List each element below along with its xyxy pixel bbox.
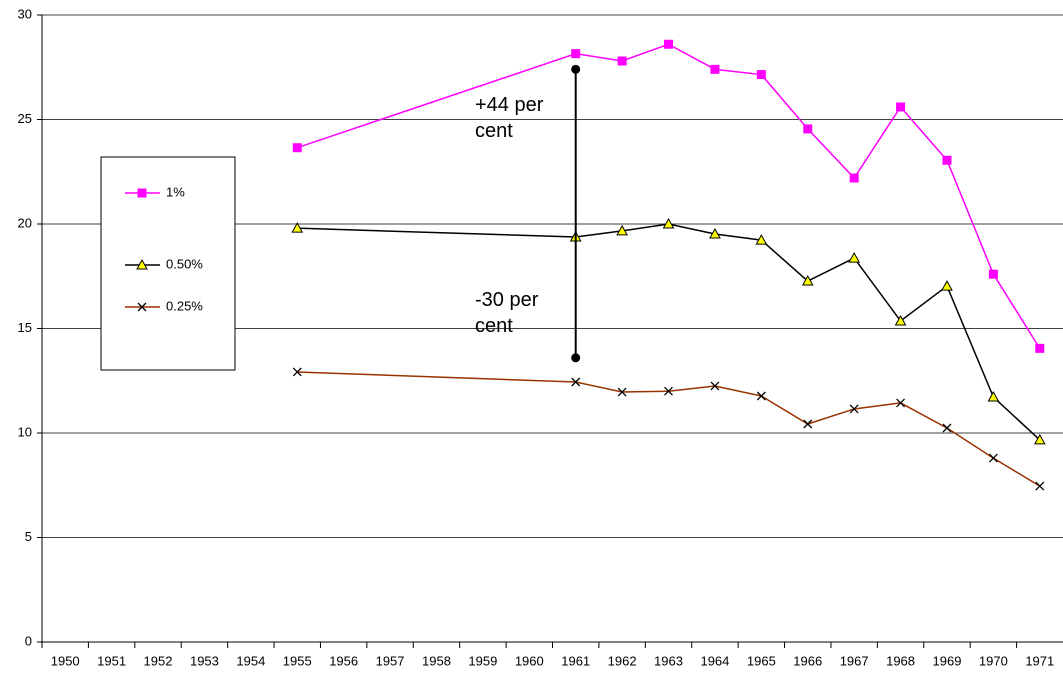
marker <box>617 56 627 66</box>
marker <box>988 269 998 279</box>
y-tick-label: 10 <box>18 424 32 439</box>
marker <box>756 70 766 80</box>
marker <box>709 228 721 239</box>
marker <box>894 314 907 326</box>
marker <box>137 302 147 312</box>
marker <box>571 377 581 387</box>
legend: 1% 0.50% 0.25% <box>100 156 236 371</box>
x-tick-label: 1963 <box>654 653 683 668</box>
series-line <box>297 43 1041 349</box>
x-tick-label: 1961 <box>561 653 590 668</box>
legend-label: 0.50% <box>166 256 203 271</box>
annotation: -30 per cent <box>475 289 539 337</box>
x-tick-label: 1954 <box>236 653 265 668</box>
x-tick-label: 1965 <box>747 653 776 668</box>
marker <box>662 217 675 229</box>
marker <box>710 381 720 391</box>
marker <box>291 222 304 233</box>
x-tick-label: 1955 <box>283 653 312 668</box>
legend-label: 0.25% <box>166 298 203 313</box>
x-tick-label: 1950 <box>51 653 80 668</box>
marker <box>616 224 628 236</box>
y-tick-label: 20 <box>18 215 32 230</box>
x-tick-label: 1960 <box>515 653 544 668</box>
marker <box>664 39 674 49</box>
y-tick-label: 5 <box>25 529 32 544</box>
marker <box>292 143 302 153</box>
marker <box>987 391 1000 402</box>
x-tick-label: 1959 <box>468 653 497 668</box>
marker <box>755 234 768 245</box>
marker <box>803 124 813 134</box>
marker <box>1033 433 1046 445</box>
x-tick-label: 1962 <box>608 653 637 668</box>
series-line <box>297 371 1041 487</box>
y-tick-label: 15 <box>18 320 32 335</box>
marker <box>801 275 814 286</box>
marker <box>941 280 953 291</box>
x-tick-label: 1964 <box>700 653 729 668</box>
marker <box>803 419 813 429</box>
x-tick-label: 1966 <box>793 653 822 668</box>
marker <box>988 453 998 463</box>
annotation-dot <box>571 353 581 363</box>
x-tick-label: 1956 <box>329 653 358 668</box>
marker <box>617 387 627 397</box>
marker <box>1035 343 1045 353</box>
marker <box>292 367 302 377</box>
x-tick-label: 1971 <box>1025 653 1054 668</box>
marker <box>942 423 952 433</box>
x-tick-label: 1951 <box>97 653 126 668</box>
x-tick-label: 1952 <box>144 653 173 668</box>
legend-box <box>100 156 236 371</box>
marker <box>896 102 906 112</box>
marker <box>664 386 673 396</box>
marker <box>136 258 148 270</box>
marker <box>710 64 720 74</box>
legend-label: 1% <box>166 184 185 199</box>
x-tick-label: 1970 <box>979 653 1008 668</box>
y-tick-label: 25 <box>18 111 32 126</box>
x-tick-label: 1969 <box>933 653 962 668</box>
series-line <box>297 223 1041 441</box>
x-tick-label: 1967 <box>840 653 869 668</box>
y-tick-label: 0 <box>25 633 32 648</box>
marker <box>942 155 952 165</box>
annotation-dot <box>571 64 581 74</box>
marker <box>848 252 861 263</box>
marker <box>1035 481 1045 491</box>
marker <box>571 49 581 59</box>
x-tick-label: 1958 <box>422 653 451 668</box>
marker <box>849 173 859 183</box>
y-tick-label: 30 <box>18 6 32 21</box>
marker <box>756 391 766 401</box>
annotation: +44 per cent <box>475 94 544 142</box>
x-tick-label: 1953 <box>190 653 219 668</box>
x-tick-label: 1968 <box>886 653 915 668</box>
marker <box>896 398 906 408</box>
marker <box>849 404 859 414</box>
x-tick-label: 1957 <box>376 653 405 668</box>
marker <box>137 188 147 198</box>
